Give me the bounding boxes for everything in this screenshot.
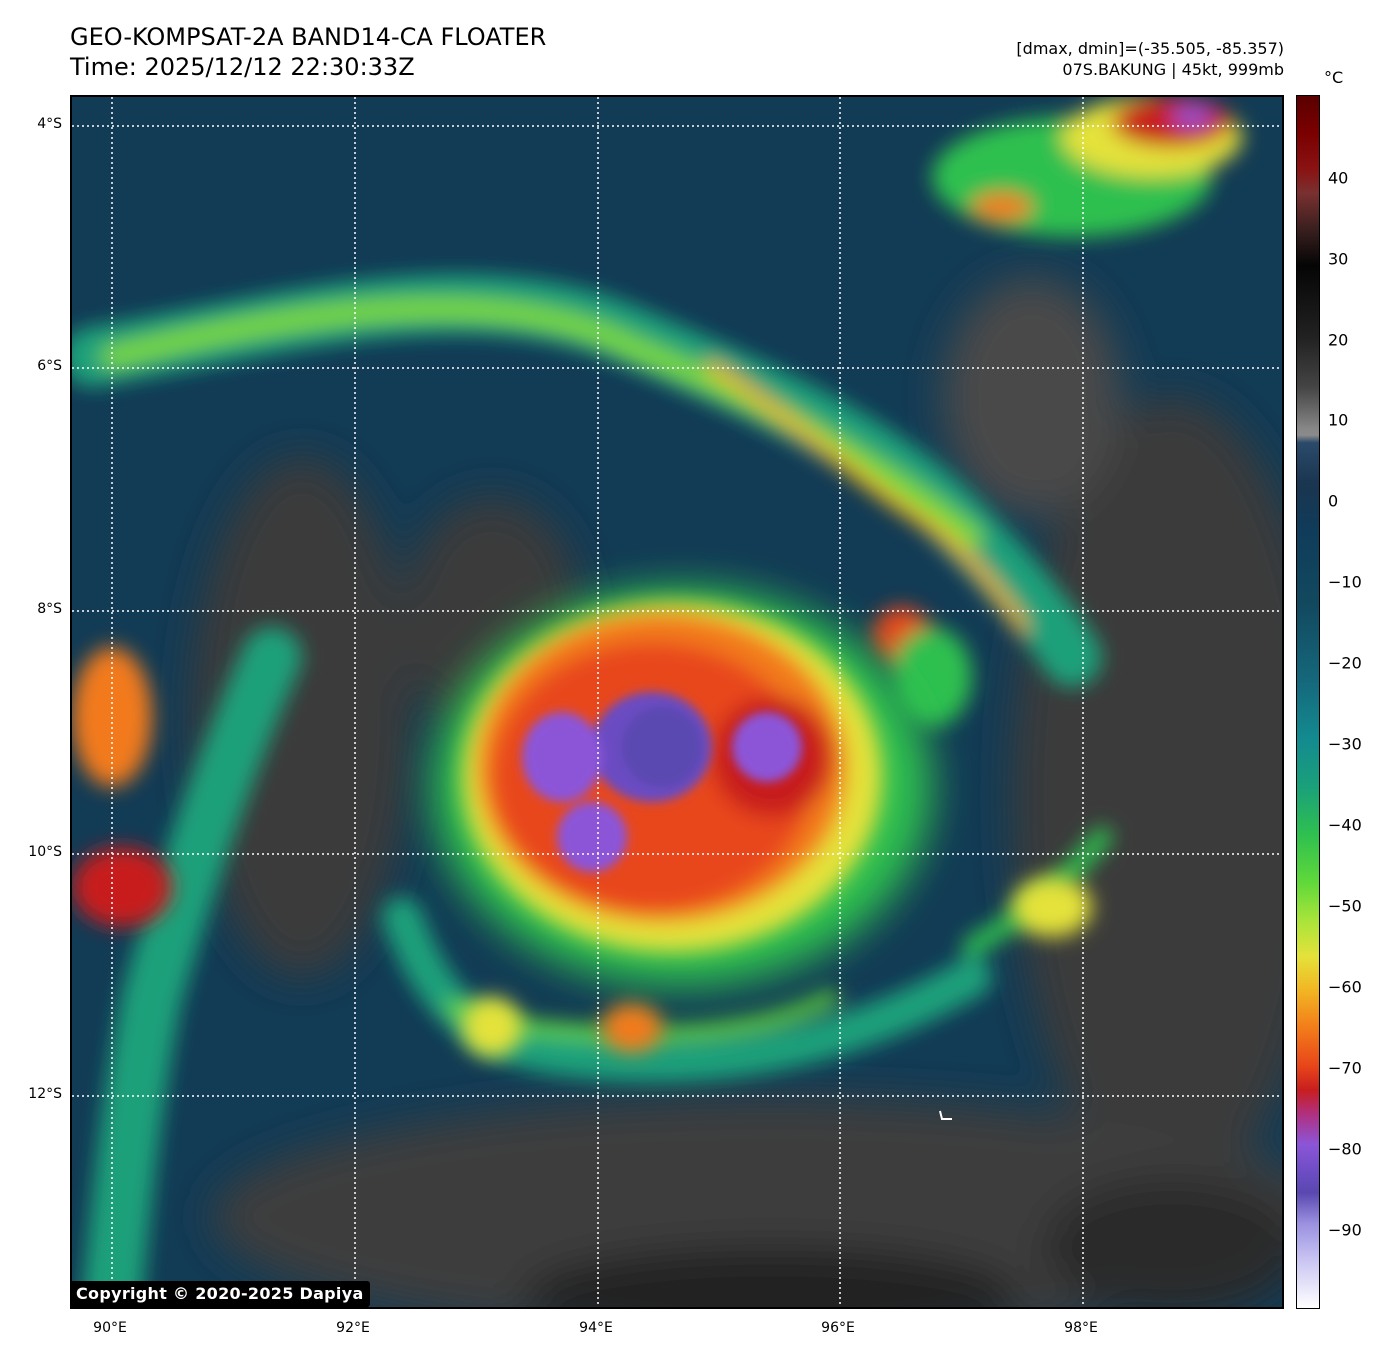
colorbar-tick-minus60: −60	[1328, 977, 1362, 997]
dmax-dmin-text: [dmax, dmin]=(-35.505, -85.357)	[1016, 39, 1284, 58]
chart-title: GEO-KOMPSAT-2A BAND14-CA FLOATER Time: 2…	[70, 22, 546, 82]
title-line-satellite: GEO-KOMPSAT-2A BAND14-CA FLOATER	[70, 23, 547, 51]
colorbar-tick-30: 30	[1328, 249, 1349, 269]
storm-info: [dmax, dmin]=(-35.505, -85.357) 07S.BAKU…	[1016, 38, 1284, 80]
colorbar-tick-minus80: −80	[1328, 1139, 1362, 1159]
colorbar-tick-minus10: −10	[1328, 572, 1362, 592]
colorbar-tick-minus70: −70	[1328, 1058, 1362, 1078]
storm-name-text: 07S.BAKUNG | 45kt, 999mb	[1062, 60, 1284, 79]
lon-label-98e: 98°E	[1064, 1320, 1098, 1336]
satellite-image	[70, 95, 1284, 1309]
temperature-colorbar	[1296, 95, 1320, 1309]
colorbar-unit: °C	[1324, 68, 1344, 87]
lon-label-92e: 92°E	[336, 1320, 370, 1336]
colorbar-tick-minus50: −50	[1328, 896, 1362, 916]
colorbar-tick-minus90: −90	[1328, 1220, 1362, 1240]
colorbar-tick-10: 10	[1328, 410, 1349, 430]
lon-label-90e: 90°E	[93, 1320, 127, 1336]
lon-label-94e: 94°E	[579, 1320, 613, 1336]
lat-label-10s: 10°S	[28, 844, 62, 860]
lat-label-8s: 8°S	[37, 601, 62, 617]
colorbar-tick-minus30: −30	[1328, 734, 1362, 754]
title-line-time: Time: 2025/12/12 22:30:33Z	[70, 53, 415, 81]
lat-label-4s: 4°S	[37, 116, 62, 132]
lat-label-6s: 6°S	[37, 358, 62, 374]
copyright-badge: Copyright © 2020-2025 Dapiya	[70, 1281, 370, 1307]
gridlines	[72, 97, 1282, 1307]
colorbar-tick-0: 0	[1328, 491, 1339, 511]
colorbar-tick-20: 20	[1328, 330, 1349, 350]
colorbar-tick-40: 40	[1328, 168, 1349, 188]
ir-imagery	[72, 97, 1282, 1307]
lat-label-12s: 12°S	[28, 1086, 62, 1102]
colorbar-tick-minus20: −20	[1328, 653, 1362, 673]
colorbar-tick-minus40: −40	[1328, 815, 1362, 835]
lon-label-96e: 96°E	[821, 1320, 855, 1336]
